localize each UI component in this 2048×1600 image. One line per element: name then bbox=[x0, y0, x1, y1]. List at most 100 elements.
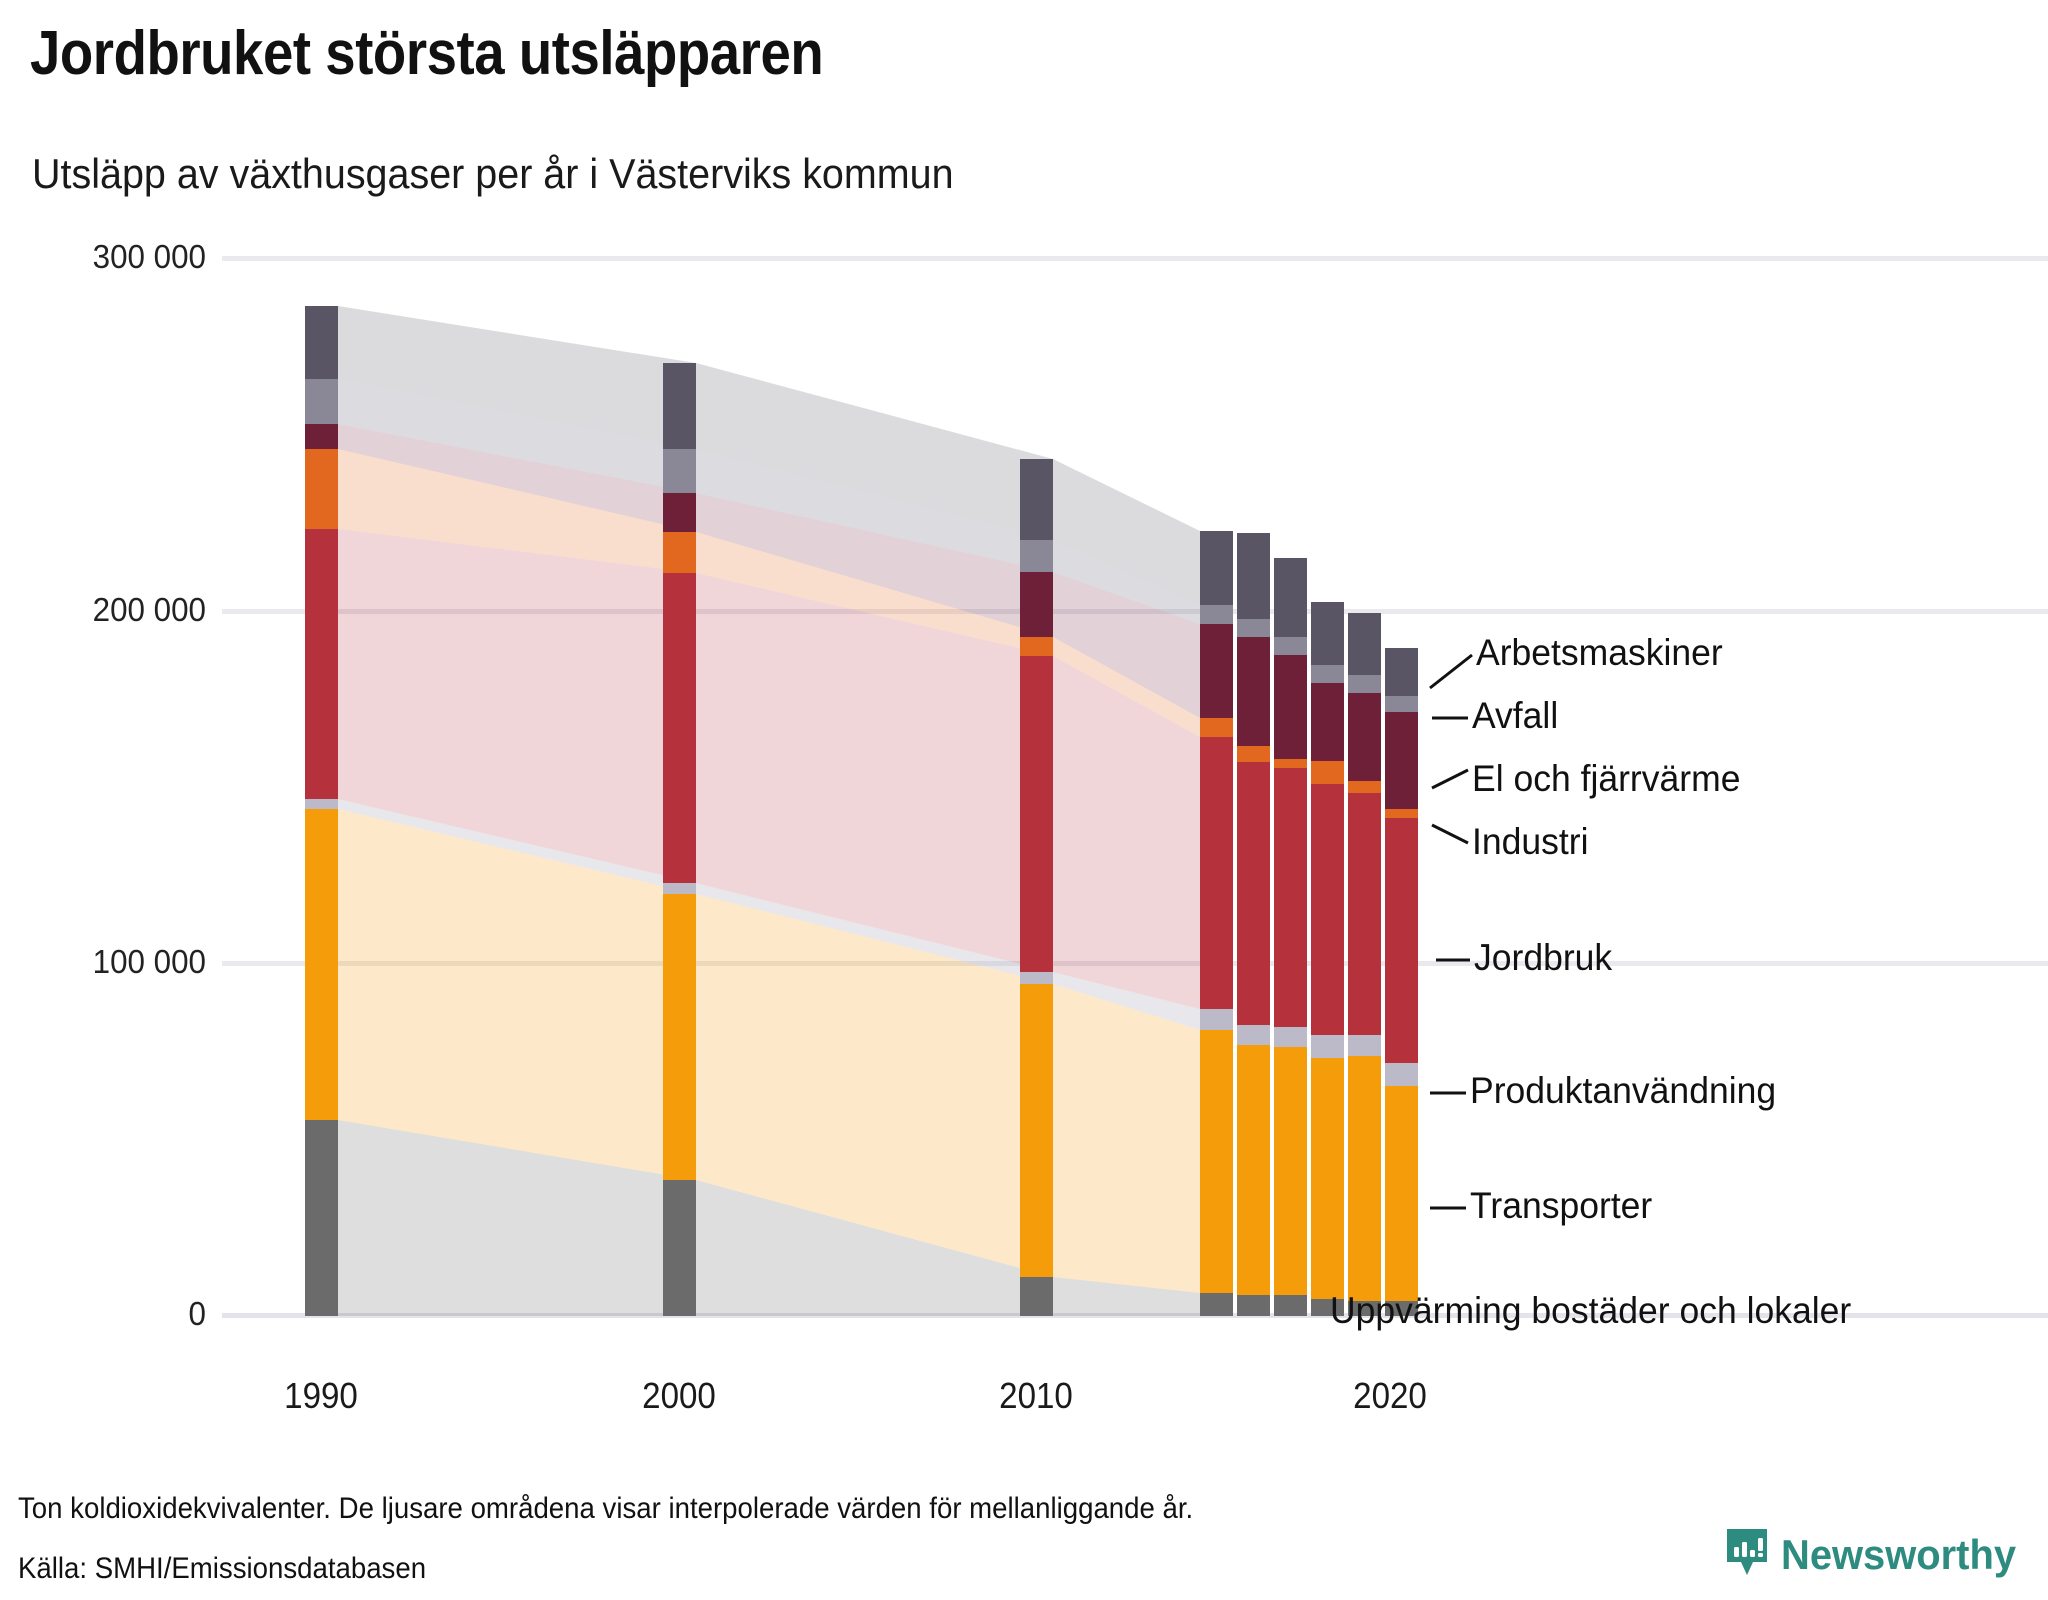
bar-2016[interactable] bbox=[1237, 533, 1270, 1316]
bar-segment-arbetsmaskiner bbox=[1020, 459, 1053, 540]
bar-segment-uppvarming bbox=[1274, 1295, 1307, 1316]
bar-segment-el-och-fjarrvarme bbox=[1385, 712, 1418, 809]
bar-segment-industri bbox=[1020, 637, 1053, 656]
bar-segment-industri bbox=[1200, 718, 1233, 737]
bar-segment-uppvarming bbox=[1311, 1299, 1344, 1316]
bar-segment-transporter bbox=[1311, 1058, 1344, 1299]
xtick-2000: 2000 bbox=[642, 1375, 716, 1416]
bar-segment-el-och-fjarrvarme bbox=[1020, 572, 1053, 637]
bar-segment-produktanvandning bbox=[1311, 1035, 1344, 1058]
bar-segment-arbetsmaskiner bbox=[305, 306, 338, 379]
bar-segment-avfall bbox=[663, 449, 696, 493]
bar-segment-uppvarming bbox=[1237, 1295, 1270, 1316]
xtick-1990: 1990 bbox=[284, 1375, 358, 1416]
bar-segment-uppvarming bbox=[663, 1180, 696, 1316]
bar-segment-avfall bbox=[1348, 675, 1381, 693]
legend-label-avfall: Avfall bbox=[1472, 695, 1559, 736]
xtick-2020: 2020 bbox=[1353, 1375, 1427, 1416]
bar-segment-uppvarming bbox=[1020, 1277, 1053, 1316]
bar-segment-jordbruk bbox=[1020, 656, 1053, 972]
legend-label-uppvarming-bostader-och-lokaler: Uppvärming bostäder och lokaler bbox=[1330, 1290, 1852, 1331]
bar-2017[interactable] bbox=[1274, 558, 1307, 1316]
chart-subtitle: Utsläpp av växthusgaser per år i Västerv… bbox=[32, 150, 954, 197]
bar-segment-uppvarming bbox=[1385, 1301, 1418, 1316]
bar-segment-el-och-fjarrvarme bbox=[1311, 683, 1344, 761]
bar-2010[interactable] bbox=[1020, 459, 1053, 1316]
gridline-0 bbox=[222, 1313, 2048, 1318]
bar-segment-industri bbox=[305, 449, 338, 529]
bar-segment-jordbruk bbox=[1200, 737, 1233, 1009]
bar-segment-produktanvandning bbox=[305, 799, 338, 809]
bar-segment-transporter bbox=[663, 894, 696, 1180]
gridline-300000 bbox=[222, 256, 2048, 261]
bar-segment-industri bbox=[1385, 809, 1418, 818]
bar-segment-el-och-fjarrvarme bbox=[305, 424, 338, 449]
bar-segment-transporter bbox=[1385, 1086, 1418, 1301]
bar-segment-industri bbox=[1348, 781, 1381, 793]
bar-segment-avfall bbox=[1200, 605, 1233, 624]
bar-2015[interactable] bbox=[1200, 531, 1233, 1316]
bar-segment-transporter bbox=[305, 809, 338, 1120]
bar-segment-jordbruk bbox=[1274, 768, 1307, 1027]
bar-segment-jordbruk bbox=[663, 573, 696, 883]
legend-label-jordbruk: Jordbruk bbox=[1474, 937, 1613, 978]
bar-segment-avfall bbox=[1385, 696, 1418, 712]
bar-2018[interactable] bbox=[1311, 602, 1344, 1316]
bar-segment-produktanvandning bbox=[1020, 972, 1053, 984]
bar-segment-transporter bbox=[1274, 1047, 1307, 1295]
bar-segment-industri bbox=[1274, 759, 1307, 768]
bar-segment-arbetsmaskiner bbox=[1348, 613, 1381, 675]
bar-segment-jordbruk bbox=[1385, 818, 1418, 1063]
bar-segment-arbetsmaskiner bbox=[663, 363, 696, 449]
bar-segment-transporter bbox=[1348, 1056, 1381, 1301]
bar-2020[interactable] bbox=[1385, 648, 1418, 1316]
bar-segment-transporter bbox=[1237, 1045, 1270, 1295]
bar-segment-produktanvandning bbox=[1348, 1035, 1381, 1056]
bar-2019[interactable] bbox=[1348, 613, 1381, 1316]
brand-newsworthy[interactable]: Newsworthy bbox=[1725, 1527, 2028, 1582]
legend-label-produktanvandning: Produktanvändning bbox=[1470, 1070, 1777, 1111]
footnote-text: Ton koldioxidekvivalenter. De ljusare om… bbox=[18, 1492, 1194, 1525]
bar-segment-uppvarming bbox=[1200, 1293, 1233, 1316]
bar-segment-avfall bbox=[1311, 665, 1344, 683]
ytick-300000: 300 000 bbox=[92, 238, 206, 275]
bar-2000[interactable] bbox=[663, 363, 696, 1316]
bar-1990[interactable] bbox=[305, 306, 338, 1316]
brand-name: Newsworthy bbox=[1780, 1530, 2016, 1578]
bar-segment-industri bbox=[1237, 746, 1270, 762]
legend-label-arbetsmaskiner: Arbetsmaskiner bbox=[1476, 632, 1723, 673]
bar-segment-jordbruk bbox=[305, 529, 338, 799]
legend-label-transporter: Transporter bbox=[1470, 1185, 1653, 1226]
bar-segment-avfall bbox=[305, 379, 338, 424]
legend-label-el-och-fjarrvarme: El och fjärrvärme bbox=[1472, 758, 1741, 799]
bar-segment-el-och-fjarrvarme bbox=[1237, 637, 1270, 746]
bar-segment-produktanvandning bbox=[1237, 1025, 1270, 1045]
bar-segment-transporter bbox=[1020, 984, 1053, 1277]
bar-segment-avfall bbox=[1274, 637, 1307, 655]
source-text: Källa: SMHI/Emissionsdatabasen bbox=[18, 1552, 427, 1585]
bar-segment-arbetsmaskiner bbox=[1200, 531, 1233, 605]
bar-segment-el-och-fjarrvarme bbox=[1200, 624, 1233, 718]
bar-segment-arbetsmaskiner bbox=[1274, 558, 1307, 637]
bar-segment-produktanvandning bbox=[1200, 1009, 1233, 1030]
bar-segment-el-och-fjarrvarme bbox=[663, 493, 696, 532]
xtick-2010: 2010 bbox=[999, 1375, 1073, 1416]
bar-segment-uppvarming bbox=[1348, 1301, 1381, 1316]
bar-segment-arbetsmaskiner bbox=[1385, 648, 1418, 696]
gridline-200000 bbox=[222, 609, 2048, 614]
gridline-100000 bbox=[222, 961, 2048, 966]
bar-segment-arbetsmaskiner bbox=[1311, 602, 1344, 665]
bar-segment-avfall bbox=[1020, 540, 1053, 572]
chart-title: Jordbruket största utsläpparen bbox=[30, 19, 824, 88]
bar-segment-uppvarming bbox=[305, 1120, 338, 1316]
bar-segment-avfall bbox=[1237, 619, 1270, 637]
bar-segment-jordbruk bbox=[1237, 762, 1270, 1025]
ytick-100000: 100 000 bbox=[92, 943, 206, 980]
ytick-0: 0 bbox=[188, 1295, 206, 1332]
bar-segment-produktanvandning bbox=[663, 883, 696, 894]
bar-segment-industri bbox=[663, 532, 696, 573]
bar-segment-produktanvandning bbox=[1385, 1063, 1418, 1086]
bar-segment-jordbruk bbox=[1348, 793, 1381, 1035]
